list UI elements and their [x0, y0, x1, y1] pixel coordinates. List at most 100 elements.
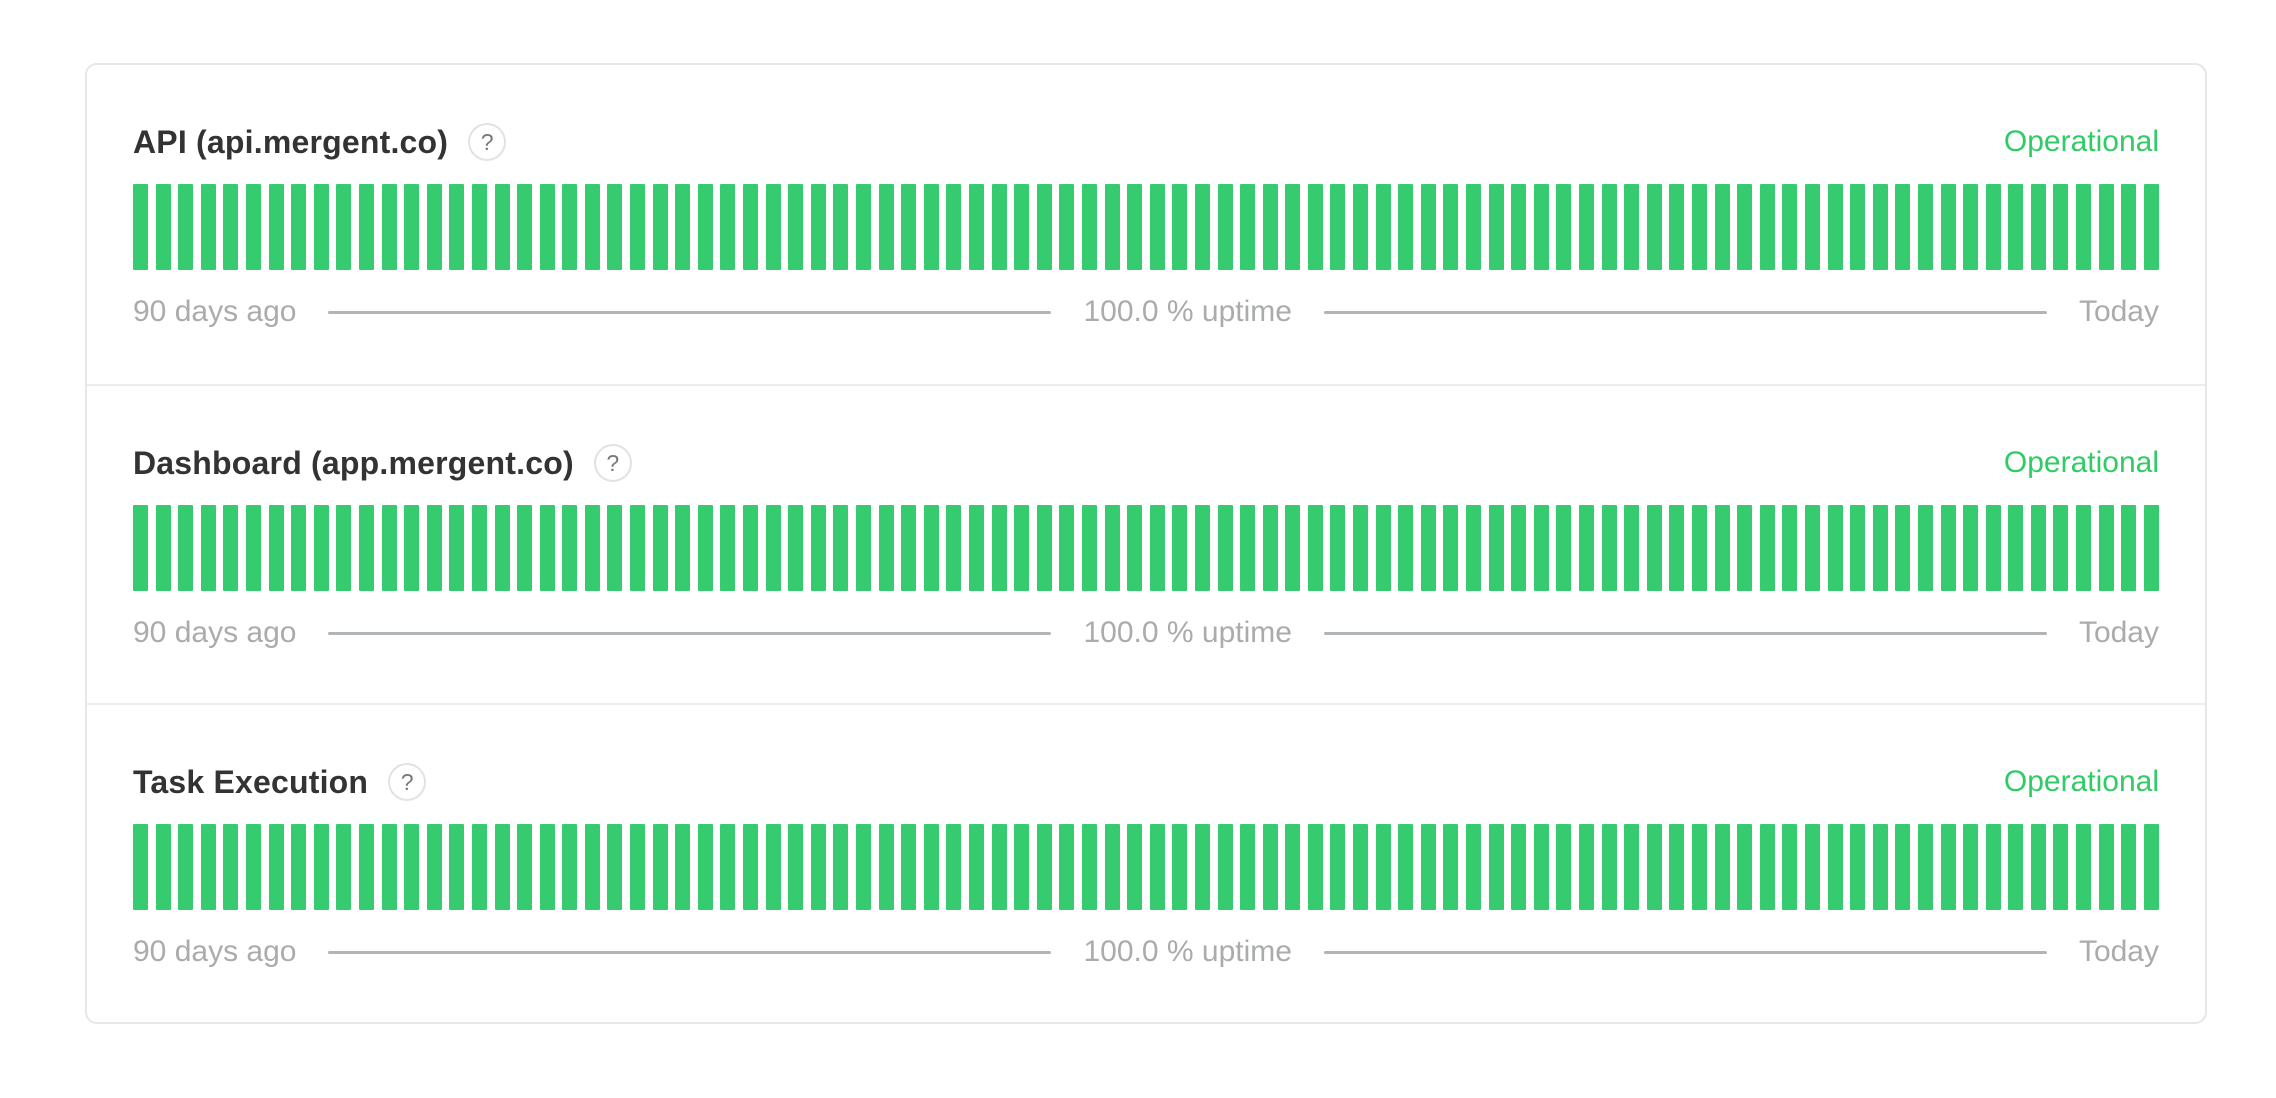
- uptime-day-bar[interactable]: [1194, 505, 1210, 591]
- uptime-day-bar[interactable]: [291, 824, 307, 910]
- uptime-day-bar[interactable]: [245, 505, 261, 591]
- uptime-day-bar[interactable]: [1985, 505, 2001, 591]
- uptime-day-bar[interactable]: [1850, 184, 1866, 270]
- uptime-day-bar[interactable]: [223, 505, 239, 591]
- uptime-day-bar[interactable]: [155, 505, 171, 591]
- uptime-day-bar[interactable]: [1127, 824, 1143, 910]
- uptime-day-bar[interactable]: [1014, 505, 1030, 591]
- uptime-day-bar[interactable]: [901, 824, 917, 910]
- uptime-day-bar[interactable]: [178, 505, 194, 591]
- uptime-day-bar[interactable]: [178, 184, 194, 270]
- uptime-day-bar[interactable]: [223, 184, 239, 270]
- uptime-day-bar[interactable]: [991, 505, 1007, 591]
- uptime-day-bar[interactable]: [607, 824, 623, 910]
- uptime-day-bar[interactable]: [1398, 505, 1414, 591]
- uptime-day-bar[interactable]: [1556, 824, 1572, 910]
- uptime-day-bar[interactable]: [1917, 184, 1933, 270]
- uptime-day-bar[interactable]: [245, 184, 261, 270]
- uptime-day-bar[interactable]: [539, 505, 555, 591]
- uptime-day-bar[interactable]: [968, 824, 984, 910]
- uptime-day-bar[interactable]: [1353, 184, 1369, 270]
- uptime-day-bar[interactable]: [1443, 184, 1459, 270]
- uptime-day-bar[interactable]: [471, 505, 487, 591]
- uptime-day-bar[interactable]: [1285, 505, 1301, 591]
- uptime-day-bar[interactable]: [675, 184, 691, 270]
- uptime-day-bar[interactable]: [1737, 505, 1753, 591]
- uptime-day-bar[interactable]: [833, 184, 849, 270]
- uptime-day-bar[interactable]: [313, 505, 329, 591]
- uptime-day-bar[interactable]: [1172, 505, 1188, 591]
- uptime-day-bar[interactable]: [1330, 505, 1346, 591]
- uptime-day-bar[interactable]: [810, 824, 826, 910]
- uptime-day-bar[interactable]: [1488, 184, 1504, 270]
- uptime-day-bar[interactable]: [155, 184, 171, 270]
- uptime-day-bar[interactable]: [336, 184, 352, 270]
- uptime-day-bar[interactable]: [1850, 824, 1866, 910]
- uptime-day-bar[interactable]: [494, 824, 510, 910]
- uptime-day-bar[interactable]: [697, 505, 713, 591]
- uptime-day-bar[interactable]: [1240, 505, 1256, 591]
- uptime-day-bar[interactable]: [1511, 824, 1527, 910]
- uptime-day-bar[interactable]: [2098, 184, 2114, 270]
- uptime-day-bar[interactable]: [946, 184, 962, 270]
- uptime-day-bar[interactable]: [449, 824, 465, 910]
- uptime-day-bar[interactable]: [1172, 184, 1188, 270]
- uptime-day-bar[interactable]: [2030, 505, 2046, 591]
- uptime-day-bar[interactable]: [381, 184, 397, 270]
- uptime-day-bar[interactable]: [743, 184, 759, 270]
- uptime-day-bar[interactable]: [1420, 184, 1436, 270]
- uptime-bars[interactable]: [133, 824, 2159, 910]
- uptime-day-bar[interactable]: [1827, 505, 1843, 591]
- uptime-day-bar[interactable]: [1420, 824, 1436, 910]
- uptime-day-bar[interactable]: [1601, 824, 1617, 910]
- uptime-day-bar[interactable]: [1533, 505, 1549, 591]
- uptime-day-bar[interactable]: [1533, 184, 1549, 270]
- uptime-day-bar[interactable]: [1149, 505, 1165, 591]
- uptime-day-bar[interactable]: [1646, 505, 1662, 591]
- uptime-day-bar[interactable]: [2008, 184, 2024, 270]
- uptime-day-bar[interactable]: [743, 505, 759, 591]
- uptime-day-bar[interactable]: [2053, 184, 2069, 270]
- uptime-day-bar[interactable]: [788, 824, 804, 910]
- uptime-day-bar[interactable]: [1646, 824, 1662, 910]
- uptime-day-bar[interactable]: [652, 824, 668, 910]
- uptime-day-bar[interactable]: [494, 505, 510, 591]
- uptime-day-bar[interactable]: [1149, 824, 1165, 910]
- uptime-day-bar[interactable]: [788, 184, 804, 270]
- uptime-day-bar[interactable]: [607, 184, 623, 270]
- uptime-day-bar[interactable]: [336, 824, 352, 910]
- uptime-day-bar[interactable]: [1759, 505, 1775, 591]
- uptime-day-bar[interactable]: [336, 505, 352, 591]
- uptime-day-bar[interactable]: [1669, 505, 1685, 591]
- uptime-day-bar[interactable]: [2030, 824, 2046, 910]
- uptime-day-bar[interactable]: [720, 184, 736, 270]
- uptime-day-bar[interactable]: [539, 824, 555, 910]
- uptime-day-bar[interactable]: [2008, 824, 2024, 910]
- uptime-day-bar[interactable]: [1466, 184, 1482, 270]
- uptime-day-bar[interactable]: [1827, 824, 1843, 910]
- uptime-day-bar[interactable]: [2076, 824, 2092, 910]
- uptime-day-bar[interactable]: [1262, 824, 1278, 910]
- uptime-day-bar[interactable]: [1646, 184, 1662, 270]
- uptime-day-bar[interactable]: [1081, 824, 1097, 910]
- uptime-day-bar[interactable]: [358, 505, 374, 591]
- uptime-day-bar[interactable]: [743, 824, 759, 910]
- uptime-day-bar[interactable]: [1127, 184, 1143, 270]
- uptime-day-bar[interactable]: [2121, 824, 2137, 910]
- uptime-day-bar[interactable]: [562, 505, 578, 591]
- uptime-day-bar[interactable]: [2076, 184, 2092, 270]
- uptime-day-bar[interactable]: [1872, 824, 1888, 910]
- uptime-day-bar[interactable]: [856, 505, 871, 591]
- uptime-bars[interactable]: [133, 505, 2159, 591]
- uptime-day-bar[interactable]: [720, 505, 736, 591]
- uptime-day-bar[interactable]: [268, 505, 284, 591]
- uptime-day-bar[interactable]: [2053, 505, 2069, 591]
- uptime-day-bar[interactable]: [245, 824, 261, 910]
- uptime-day-bar[interactable]: [358, 184, 374, 270]
- uptime-day-bar[interactable]: [200, 505, 216, 591]
- uptime-day-bar[interactable]: [1511, 505, 1527, 591]
- uptime-day-bar[interactable]: [1985, 184, 2001, 270]
- uptime-day-bar[interactable]: [1104, 505, 1120, 591]
- uptime-day-bar[interactable]: [1353, 824, 1369, 910]
- uptime-day-bar[interactable]: [1488, 824, 1504, 910]
